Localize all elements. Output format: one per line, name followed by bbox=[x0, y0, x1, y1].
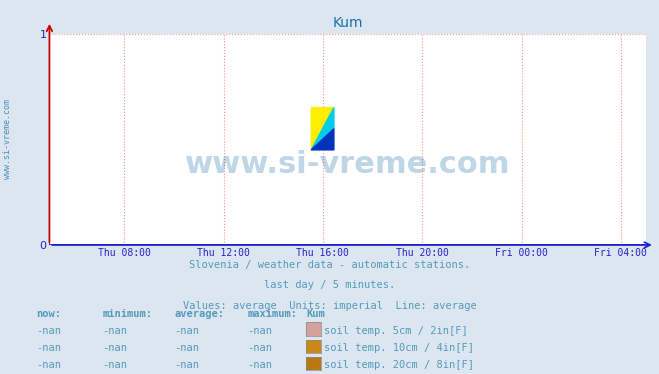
Text: -nan: -nan bbox=[36, 343, 61, 353]
Text: now:: now: bbox=[36, 309, 61, 319]
Text: -nan: -nan bbox=[247, 343, 272, 353]
Text: maximum:: maximum: bbox=[247, 309, 297, 319]
Text: Slovenia / weather data - automatic stations.: Slovenia / weather data - automatic stat… bbox=[189, 260, 470, 270]
Text: -nan: -nan bbox=[175, 343, 200, 353]
Text: -nan: -nan bbox=[247, 326, 272, 336]
Title: Kum: Kum bbox=[332, 16, 363, 30]
Text: -nan: -nan bbox=[36, 326, 61, 336]
Text: -nan: -nan bbox=[175, 360, 200, 370]
Text: www.si-vreme.com: www.si-vreme.com bbox=[3, 99, 13, 179]
Polygon shape bbox=[311, 108, 334, 150]
Text: -nan: -nan bbox=[102, 343, 127, 353]
Text: -nan: -nan bbox=[36, 360, 61, 370]
Text: last day / 5 minutes.: last day / 5 minutes. bbox=[264, 280, 395, 291]
Polygon shape bbox=[311, 129, 334, 150]
Text: average:: average: bbox=[175, 309, 225, 319]
Polygon shape bbox=[311, 108, 334, 150]
Text: soil temp. 20cm / 8in[F]: soil temp. 20cm / 8in[F] bbox=[324, 360, 474, 370]
Text: Values: average  Units: imperial  Line: average: Values: average Units: imperial Line: av… bbox=[183, 301, 476, 311]
Text: -nan: -nan bbox=[247, 360, 272, 370]
Text: minimum:: minimum: bbox=[102, 309, 152, 319]
Text: -nan: -nan bbox=[102, 360, 127, 370]
Text: -nan: -nan bbox=[175, 326, 200, 336]
Text: soil temp. 5cm / 2in[F]: soil temp. 5cm / 2in[F] bbox=[324, 326, 468, 336]
Text: soil temp. 10cm / 4in[F]: soil temp. 10cm / 4in[F] bbox=[324, 343, 474, 353]
Text: -nan: -nan bbox=[102, 326, 127, 336]
Text: Kum: Kum bbox=[306, 309, 325, 319]
Text: www.si-vreme.com: www.si-vreme.com bbox=[185, 150, 510, 179]
